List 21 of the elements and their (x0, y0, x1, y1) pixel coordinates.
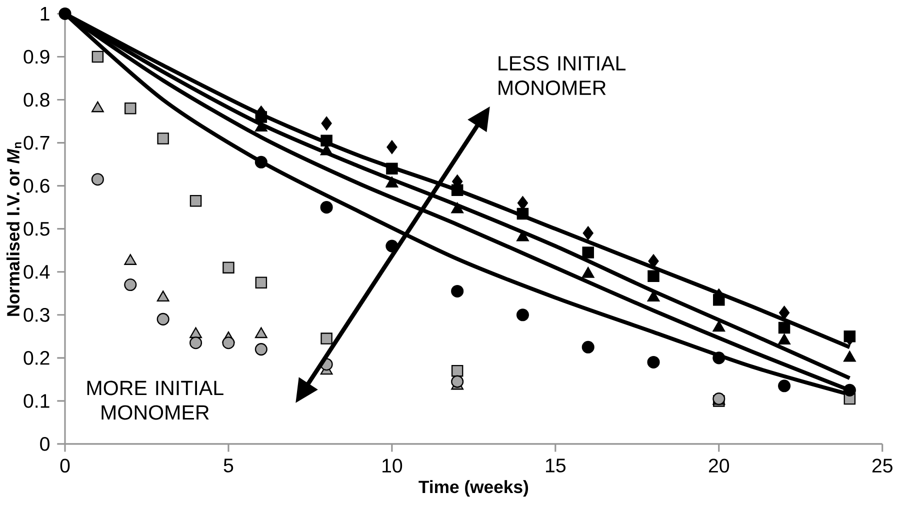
y-tick-label: 0.6 (24, 178, 50, 193)
y-tick-label: 0.3 (24, 308, 50, 322)
y-tick-label: 0.4 (24, 264, 50, 279)
y-tick-label: 1 (40, 6, 50, 20)
y-tick-label: 0.5 (24, 222, 50, 236)
y-tick-label: 0.9 (24, 50, 50, 64)
x-axis-title: Time (weeks) (418, 480, 528, 496)
x-tick-label: 0 (60, 458, 70, 472)
annotation: LESS INITIAL MONOMER (498, 56, 626, 95)
y-tick-label: 0.7 (24, 136, 50, 150)
x-tick-label: 20 (708, 458, 730, 472)
y-tick-label: 0.1 (24, 394, 50, 408)
x-tick-label: 15 (546, 458, 566, 472)
x-tick-label: 25 (872, 458, 892, 472)
y-tick-label: 0.2 (24, 350, 50, 365)
y-tick-label: 0 (40, 436, 50, 451)
x-tick-label: 10 (382, 458, 402, 472)
x-tick-label: 5 (224, 458, 234, 472)
annotation: MORE INITIAL MONOMER (87, 380, 224, 420)
y-axis-title: Normalised I.V. or M$_{n}$ (6, 142, 22, 316)
y-tick-label: 0.8 (24, 92, 50, 107)
